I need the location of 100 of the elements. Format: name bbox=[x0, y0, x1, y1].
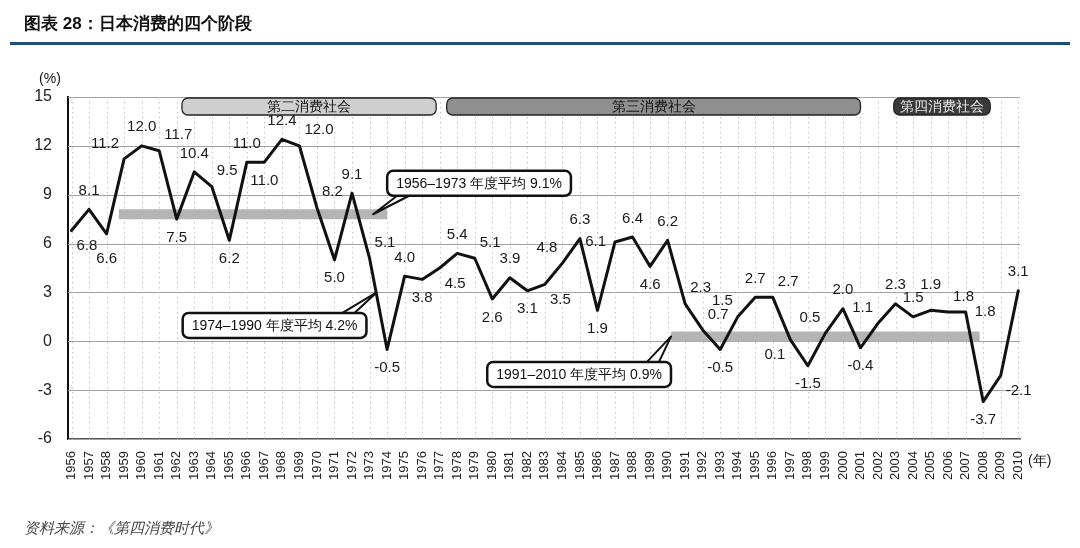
data-label: -0.5 bbox=[374, 358, 401, 376]
x-tick-label: 1965 bbox=[220, 451, 236, 480]
data-label: 6.8 bbox=[76, 236, 98, 254]
data-label: 11.0 bbox=[232, 133, 261, 151]
x-tick-label: 2004 bbox=[904, 451, 920, 480]
annotation: 1974–1990 年度平均 4.2% bbox=[191, 316, 358, 333]
data-label: 3.5 bbox=[549, 289, 571, 307]
y-tick-label: -3 bbox=[37, 380, 53, 398]
data-label: 4.6 bbox=[639, 275, 661, 293]
data-label: 5.0 bbox=[324, 268, 345, 286]
data-label: 8.2 bbox=[321, 182, 343, 200]
y-tick-label: 3 bbox=[43, 282, 53, 300]
data-label: 2.6 bbox=[481, 307, 503, 325]
y-tick-label: -6 bbox=[37, 429, 53, 447]
x-tick-label: 1957 bbox=[80, 451, 96, 480]
band-label: 第三消费社会 bbox=[611, 97, 696, 114]
y-tick-label: 12 bbox=[34, 136, 53, 154]
y-tick-label: 15 bbox=[34, 87, 53, 105]
data-label: 4.5 bbox=[444, 273, 466, 291]
x-tick-label: 1986 bbox=[589, 451, 605, 480]
x-tick-label: 1987 bbox=[606, 451, 622, 480]
data-label: 11.7 bbox=[164, 125, 193, 143]
x-tick-label: 1994 bbox=[729, 451, 745, 480]
x-tick-label: 1992 bbox=[694, 451, 710, 480]
x-tick-label: 1979 bbox=[466, 451, 482, 480]
data-label: 4.8 bbox=[536, 237, 558, 255]
data-label: 0.1 bbox=[764, 345, 786, 363]
data-label: 9.5 bbox=[216, 161, 238, 179]
x-tick-label: 1997 bbox=[781, 451, 797, 480]
x-tick-label: 1958 bbox=[98, 451, 114, 480]
data-label: 8.1 bbox=[78, 181, 100, 199]
data-label: -0.4 bbox=[847, 356, 874, 374]
x-tick-label: 1983 bbox=[536, 451, 552, 480]
annotation: 1956–1973 年度平均 9.1% bbox=[396, 174, 562, 191]
y-axis-title: (%) bbox=[39, 69, 61, 86]
data-label: 6.2 bbox=[657, 211, 679, 229]
data-label: 0.5 bbox=[799, 307, 821, 325]
data-label: 7.5 bbox=[166, 227, 188, 245]
data-label: -2.1 bbox=[1005, 381, 1032, 399]
data-label: 12.0 bbox=[304, 120, 334, 138]
x-tick-label: 1960 bbox=[133, 451, 149, 480]
x-tick-label: 1961 bbox=[150, 451, 166, 480]
data-label: 1.1 bbox=[852, 298, 873, 316]
band-label: 第四消费社会 bbox=[899, 97, 984, 114]
x-tick-label: 1989 bbox=[641, 451, 657, 480]
x-tick-label: 1985 bbox=[571, 451, 587, 480]
x-tick-label: 1962 bbox=[168, 451, 184, 480]
x-tick-label: 2007 bbox=[957, 451, 973, 480]
x-tick-label: 2001 bbox=[852, 451, 868, 480]
data-label: 2.7 bbox=[777, 271, 799, 289]
data-label: 2.7 bbox=[744, 268, 766, 286]
x-tick-label: 1967 bbox=[255, 451, 271, 480]
x-tick-label: 1964 bbox=[203, 451, 219, 480]
x-tick-label: 2000 bbox=[834, 451, 850, 480]
x-tick-label: 2009 bbox=[992, 451, 1008, 480]
x-tick-label: 1969 bbox=[291, 451, 306, 480]
text: 资料来源：《第四消费时代》 bbox=[24, 519, 219, 538]
annotation: 1991–2010 年度平均 0.9% bbox=[496, 365, 662, 382]
data-label: 5.1 bbox=[479, 232, 501, 250]
data-label: 2.3 bbox=[690, 278, 711, 296]
x-tick-label: 1980 bbox=[483, 451, 499, 480]
data-label: 5.4 bbox=[446, 224, 468, 242]
data-label: 6.1 bbox=[585, 232, 607, 250]
x-tick-label: 2005 bbox=[922, 451, 938, 480]
x-tick-label: 1988 bbox=[624, 451, 640, 480]
x-tick-label: 1976 bbox=[413, 451, 429, 480]
data-label: 11.2 bbox=[91, 133, 120, 151]
x-tick-label: 1973 bbox=[361, 451, 377, 480]
x-tick-label: 1981 bbox=[501, 451, 517, 480]
x-tick-label: 1959 bbox=[115, 451, 131, 480]
x-tick-label: 1990 bbox=[659, 451, 675, 480]
data-label: 1.8 bbox=[974, 302, 996, 320]
x-tick-label: 1999 bbox=[816, 451, 832, 480]
chart-title: 图表 28：日本消费的四个阶段 bbox=[24, 13, 252, 35]
x-tick-label: 1975 bbox=[396, 451, 412, 480]
x-tick-label: 1963 bbox=[185, 451, 201, 480]
x-tick-label: 1978 bbox=[448, 451, 464, 480]
data-label: 6.2 bbox=[218, 248, 240, 266]
x-tick-label: 2008 bbox=[974, 451, 990, 480]
x-tick-label: 2002 bbox=[869, 451, 885, 480]
data-label: 5.1 bbox=[374, 232, 396, 250]
data-label: 11.0 bbox=[250, 170, 279, 188]
data-label: 6.4 bbox=[622, 208, 643, 226]
x-tick-label: 1991 bbox=[676, 451, 692, 480]
data-label: -3.7 bbox=[970, 410, 997, 428]
x-tick-label: 1984 bbox=[553, 451, 569, 480]
y-tick-label: 6 bbox=[43, 233, 53, 251]
data-label: -1.5 bbox=[794, 374, 821, 392]
x-tick-label: 1970 bbox=[308, 451, 324, 480]
data-label: 6.6 bbox=[96, 249, 117, 267]
x-tick-label: 1966 bbox=[238, 451, 254, 480]
x-tick-label: 1998 bbox=[799, 451, 815, 480]
data-label: 3.8 bbox=[411, 288, 433, 306]
x-tick-label: 1968 bbox=[273, 451, 289, 480]
x-tick-label: 2003 bbox=[887, 451, 903, 480]
x-tick-label: 1993 bbox=[711, 451, 727, 480]
data-label: 3.1 bbox=[516, 299, 538, 317]
x-axis-title: (年) bbox=[1028, 451, 1052, 468]
data-label: -0.5 bbox=[707, 358, 734, 376]
data-label: 2.0 bbox=[832, 280, 854, 298]
